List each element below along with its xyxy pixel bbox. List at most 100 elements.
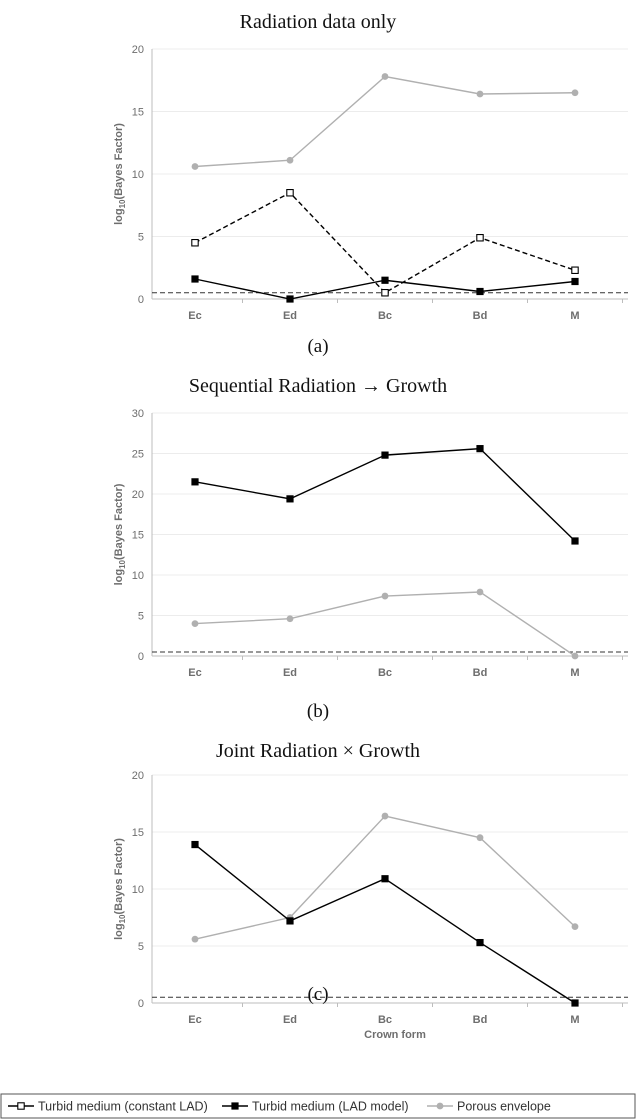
y-tick-label: 15	[132, 107, 144, 119]
legend-label: Turbid medium (constant LAD)	[38, 1100, 208, 1114]
x-tick-label: M	[570, 667, 579, 679]
chart-panel-2: Sequential Radiation → Growth 0 5 10 15 20 25 3…	[113, 375, 628, 722]
data-point	[381, 875, 389, 883]
data-point	[476, 90, 484, 98]
series-turbid-medium-lad-model	[191, 445, 579, 545]
chart-panel-3: Joint Radiation × Growth 0 5 10 15 20 Ec Ed Bc Bd…	[113, 740, 628, 1041]
legend: Turbid medium (constant LAD) Turbid mediu…	[0, 1093, 636, 1119]
x-tick-label: M	[570, 310, 579, 322]
data-point	[571, 923, 579, 931]
x-tick-label: Ec	[188, 310, 201, 322]
legend-marker	[17, 1102, 25, 1110]
data-point	[381, 73, 389, 80]
subfigure-label: (c)	[307, 984, 328, 1005]
legend-marker	[436, 1102, 444, 1110]
y-tick-label: 5	[138, 611, 144, 623]
data-point	[286, 189, 294, 197]
data-point	[191, 935, 199, 943]
chart-title: Joint Radiation × Growth	[216, 740, 420, 762]
y-tick-label: 25	[132, 449, 144, 461]
series-line	[194, 591, 576, 657]
x-tick-label: Bc	[378, 1014, 392, 1026]
data-point	[571, 277, 579, 286]
data-point	[286, 615, 294, 623]
x-tick-label: Ed	[283, 1014, 297, 1026]
data-point	[191, 275, 199, 283]
data-point	[381, 276, 389, 284]
data-point	[571, 89, 579, 97]
subfigure-label: (a)	[307, 336, 328, 357]
x-tick-label: Bc	[378, 667, 392, 679]
data-point	[476, 445, 484, 453]
data-point	[571, 652, 579, 660]
x-tick-label: Ec	[188, 667, 201, 679]
data-point	[286, 917, 294, 925]
series-turbid-medium-lad-model	[191, 275, 579, 303]
chart-title: Sequential Radiation → Growth	[189, 375, 447, 397]
data-point	[476, 287, 484, 296]
y-tick-label: 15	[132, 827, 144, 839]
legend-item: Porous envelope	[427, 1100, 551, 1114]
x-tick-label: Bd	[473, 1014, 488, 1026]
legend-marker	[231, 1102, 239, 1110]
x-tick-label: Ec	[188, 1014, 201, 1026]
data-point	[571, 999, 579, 1007]
y-tick-label: 20	[132, 489, 144, 501]
series-line	[194, 843, 576, 1004]
legend-label: Porous envelope	[457, 1100, 551, 1114]
y-tick-label: 15	[132, 530, 144, 542]
x-axis-label: Crown form	[364, 1029, 426, 1041]
y-tick-label: 0	[138, 651, 144, 663]
data-point	[381, 592, 389, 600]
legend-label: Turbid medium (LAD model)	[252, 1100, 409, 1114]
y-axis-label: log10(Bayes Factor)	[113, 838, 127, 940]
data-point	[191, 840, 199, 849]
data-point	[191, 478, 199, 486]
data-point	[381, 288, 389, 297]
data-point	[191, 163, 199, 170]
series-line	[194, 75, 576, 168]
y-tick-label: 20	[132, 770, 144, 782]
data-point	[191, 239, 199, 247]
chart-panel-1: Radiation data only 0 5 10 15 20 Ec Ed Bc Bd Mlog1…	[113, 11, 628, 357]
y-axis-label: log10(Bayes Factor)	[113, 483, 127, 585]
y-tick-label: 20	[132, 44, 144, 56]
data-point	[286, 495, 294, 503]
x-tick-label: Ed	[283, 310, 297, 322]
y-tick-label: 10	[132, 570, 144, 582]
series-porous-envelope	[191, 812, 579, 943]
x-tick-label: Bd	[473, 667, 488, 679]
y-tick-label: 10	[132, 884, 144, 896]
x-tick-label: Bd	[473, 310, 488, 322]
x-tick-label: Bc	[378, 310, 392, 322]
data-point	[381, 451, 389, 459]
series-porous-envelope	[191, 73, 579, 170]
y-tick-label: 30	[132, 408, 144, 420]
data-point	[286, 295, 294, 303]
legend-item: Turbid medium (constant LAD)	[8, 1100, 208, 1114]
data-point	[191, 620, 199, 627]
y-tick-label: 0	[138, 294, 144, 306]
subfigure-label: (b)	[307, 701, 329, 722]
data-point	[476, 588, 484, 596]
data-point	[476, 234, 484, 242]
data-point	[286, 156, 294, 164]
data-point	[571, 266, 579, 274]
data-point	[381, 812, 389, 820]
data-point	[571, 537, 579, 545]
series-line	[194, 191, 576, 294]
data-point	[476, 938, 484, 947]
y-tick-label: 5	[138, 232, 144, 244]
legend-item: Turbid medium (LAD model)	[222, 1100, 409, 1114]
series-turbid-medium-constant-lad	[191, 189, 579, 297]
series-turbid-medium-lad-model	[191, 840, 579, 1007]
y-tick-label: 10	[132, 169, 144, 181]
y-tick-label: 5	[138, 941, 144, 953]
legend-box	[0, 1093, 636, 1119]
y-axis-label: log10(Bayes Factor)	[113, 123, 127, 225]
series-line	[194, 447, 576, 542]
data-point	[476, 834, 484, 842]
x-tick-label: M	[570, 1014, 579, 1026]
chart-title: Radiation data only	[240, 11, 397, 33]
